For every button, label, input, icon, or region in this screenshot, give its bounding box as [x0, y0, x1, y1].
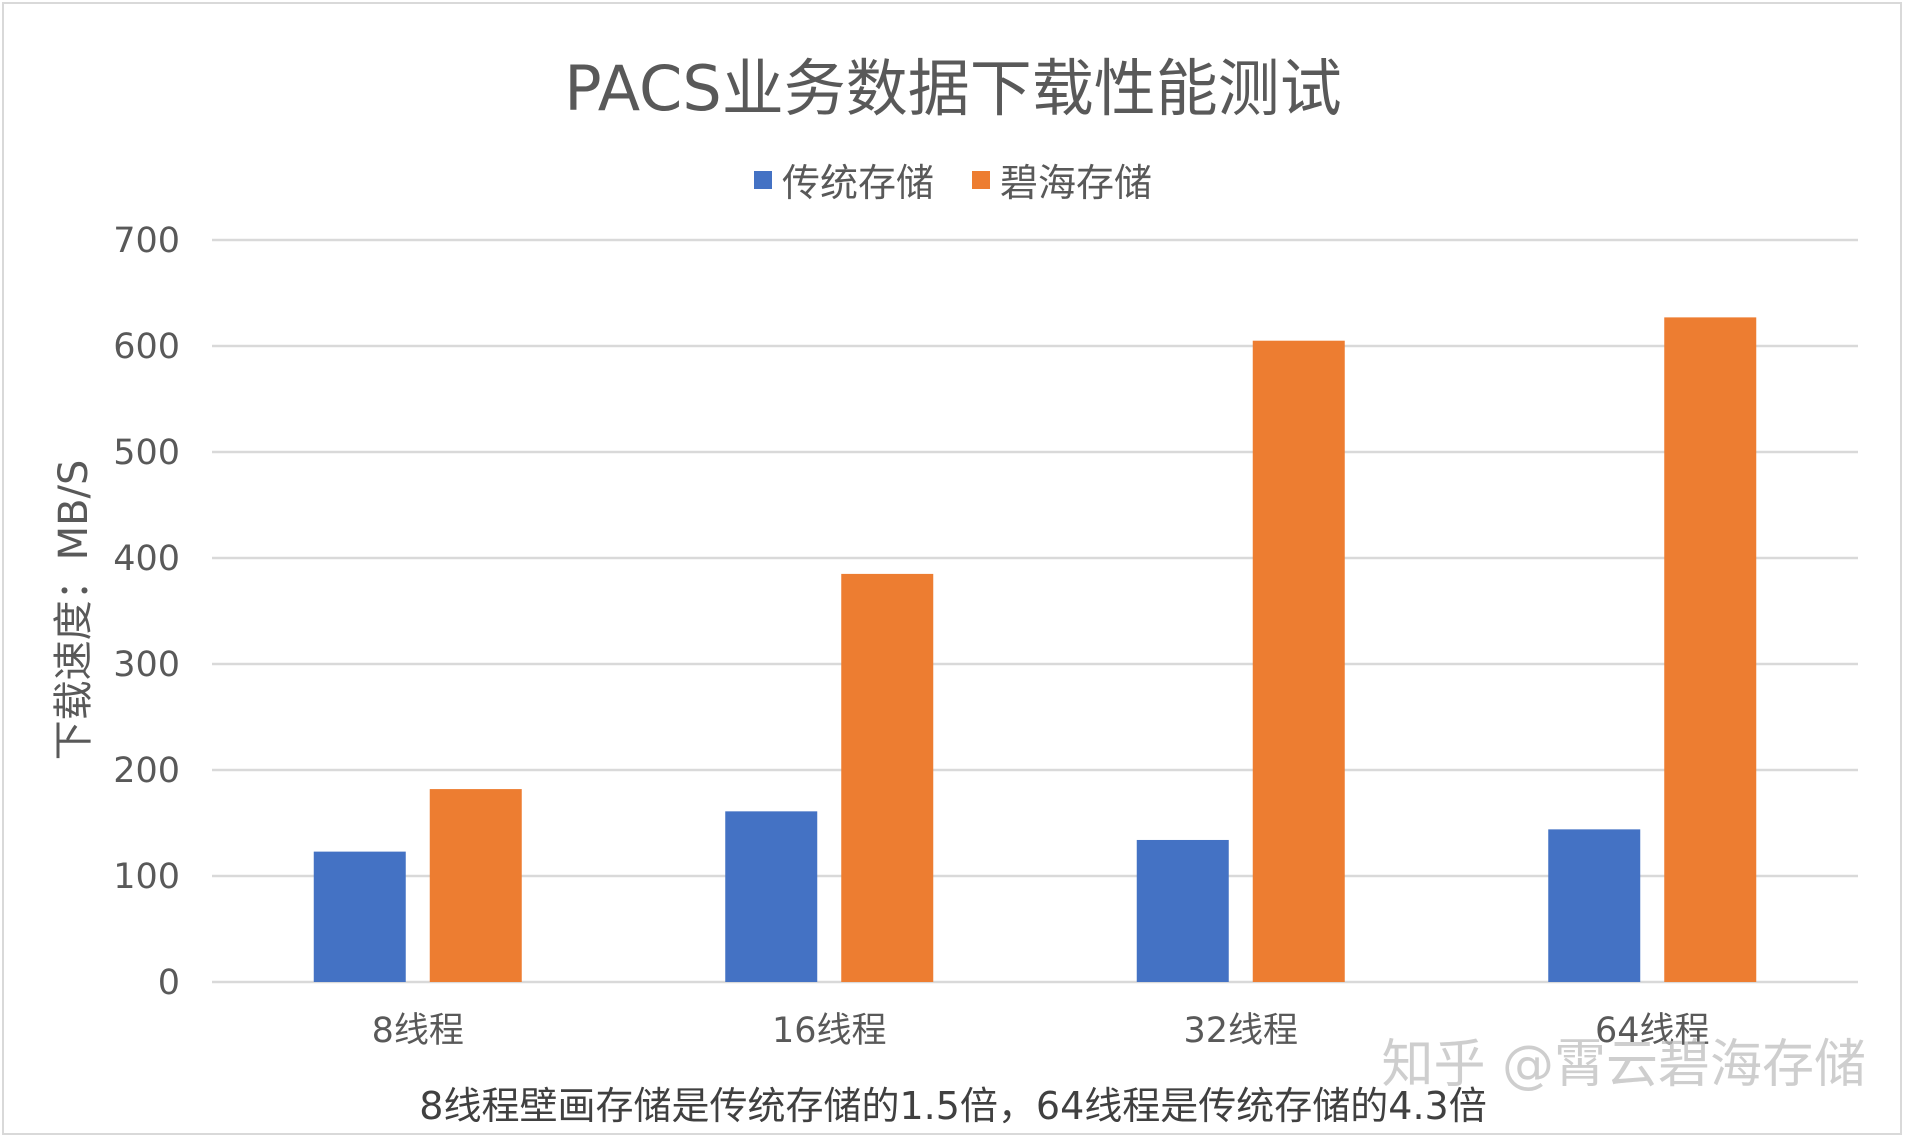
y-tick-label: 0: [158, 963, 180, 1003]
legend-item-series-2: 碧海存储: [972, 152, 1152, 207]
bar-series-2-cat-4: [1664, 317, 1757, 982]
x-tick-label: 8线程: [372, 1011, 464, 1051]
y-tick-label: 600: [113, 327, 180, 367]
y-tick-label: 100: [113, 857, 180, 897]
bar-series-1-cat-4: [1548, 829, 1641, 982]
watermark: 知乎 @霄云碧海存储: [1381, 1035, 1866, 1095]
y-tick-label: 500: [113, 433, 180, 473]
x-tick-label: 32线程: [1183, 1011, 1298, 1051]
chart-title: PACS业务数据下载性能测试: [564, 52, 1342, 125]
y-tick-label: 400: [113, 539, 180, 579]
legend-item-series-1: 传统存储: [753, 152, 934, 207]
bar-series-2-cat-2: [841, 573, 934, 982]
y-tick-label: 300: [113, 645, 180, 685]
legend-swatch-series-1: [753, 170, 772, 189]
x-tick-label: 64线程: [1595, 1011, 1710, 1051]
legend-label-series-1: 传统存储: [781, 161, 934, 205]
bar-series-1-cat-3: [1136, 839, 1229, 982]
y-tick-label: 700: [113, 221, 180, 261]
legend-swatch-series-2: [972, 170, 990, 189]
legend: 传统存储 碧海存储: [0, 152, 1906, 207]
x-tick-label: 16线程: [772, 1011, 887, 1051]
bar-series-1-cat-1: [313, 851, 406, 982]
bar-series-2-cat-3: [1252, 340, 1345, 982]
legend-label-series-2: 碧海存储: [1000, 161, 1153, 205]
y-tick-label: 200: [113, 751, 180, 791]
bar-series-1-cat-2: [725, 811, 818, 982]
chart-caption: 8线程壁画存储是传统存储的1.5倍，64线程是传统存储的4.3倍: [419, 1084, 1487, 1128]
bar-series-2-cat-1: [429, 789, 522, 982]
